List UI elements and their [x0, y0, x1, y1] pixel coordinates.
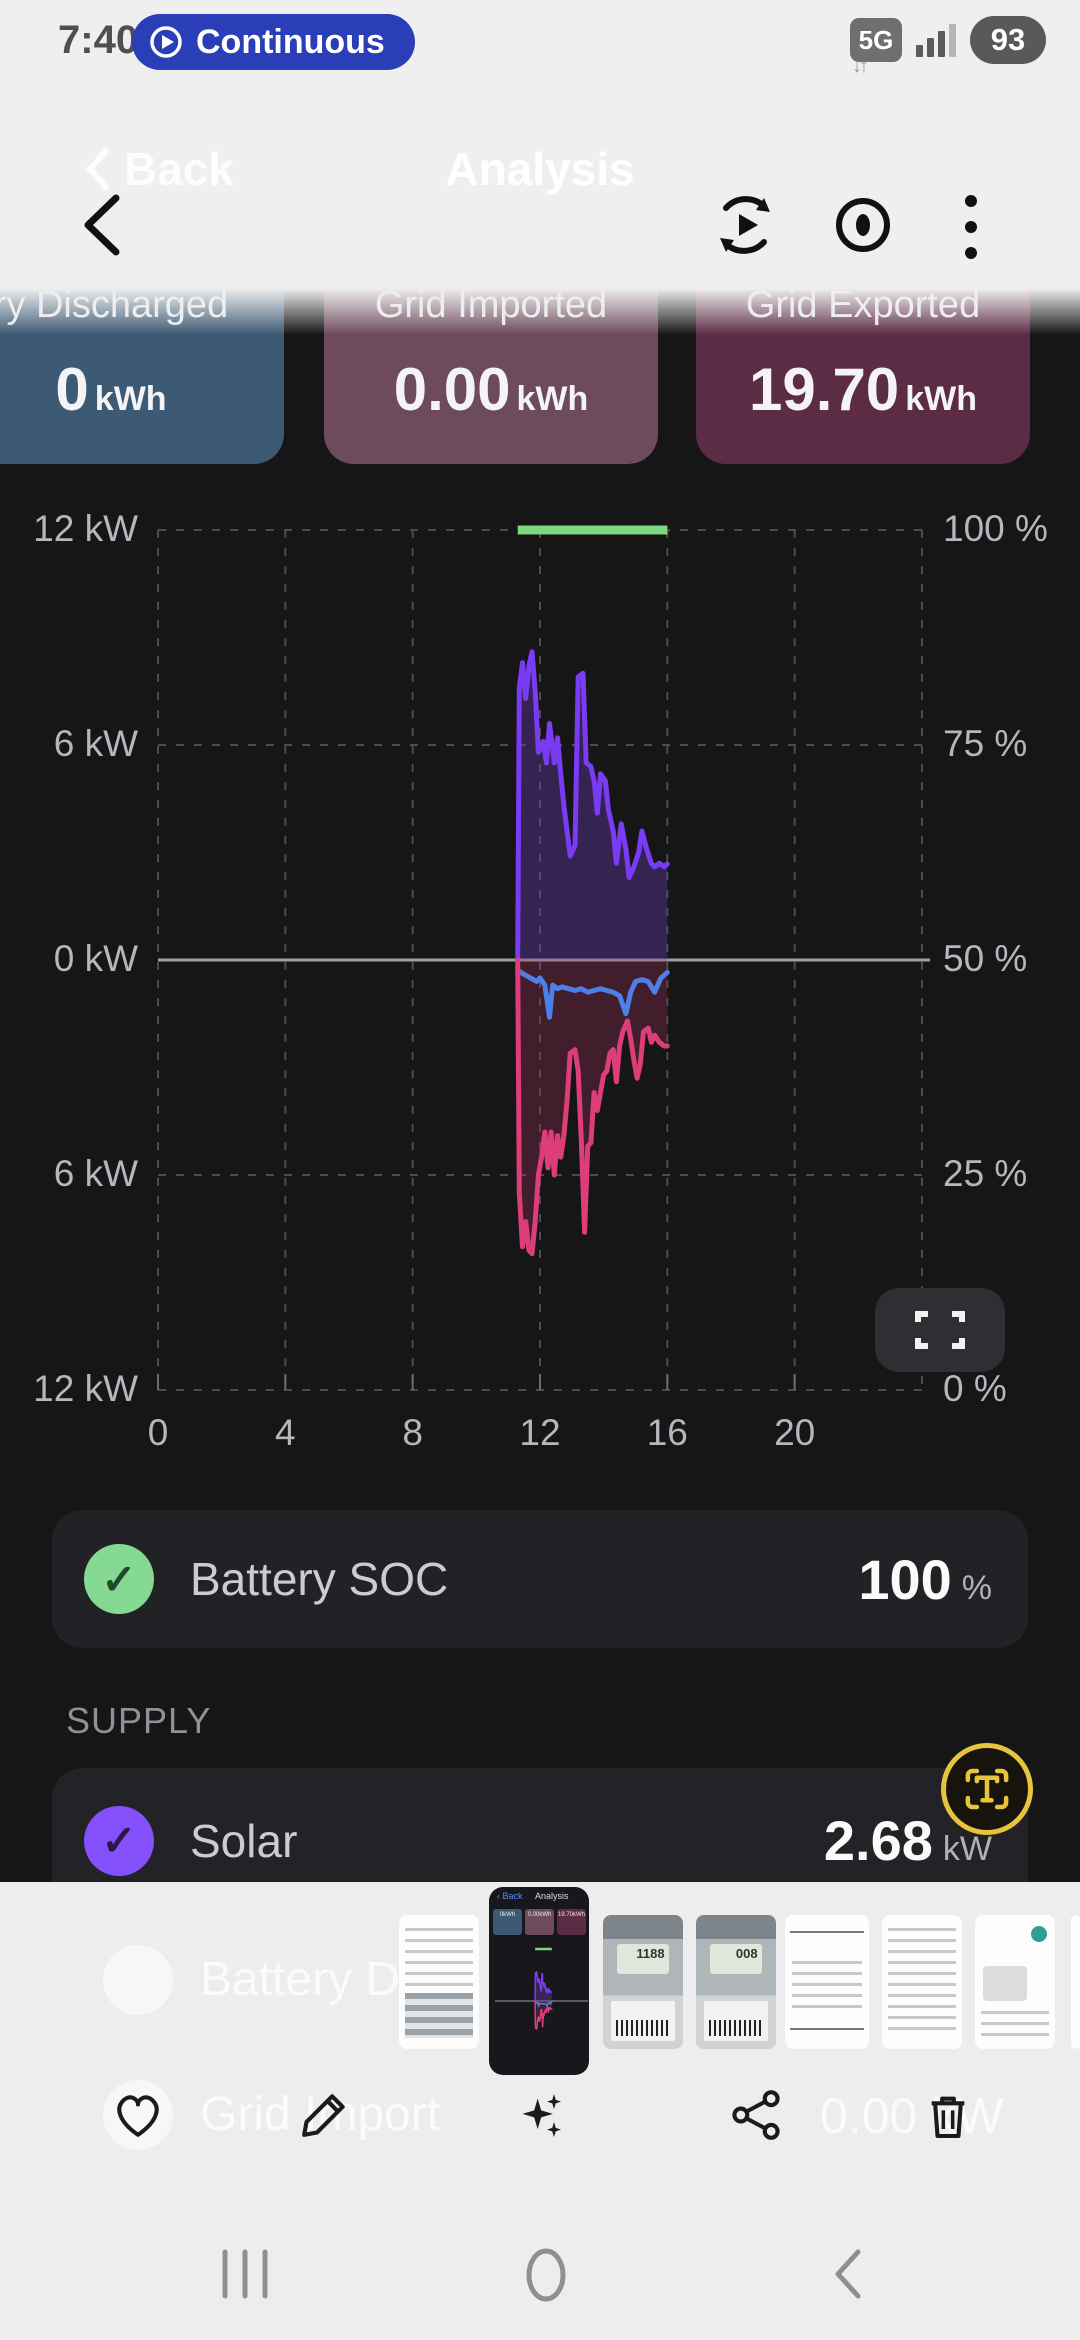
- card-value: 19.70: [749, 356, 900, 423]
- x-axis-tick: 12: [519, 1412, 561, 1453]
- x-axis-tick: 4: [275, 1412, 296, 1453]
- battery-soc-unit: %: [961, 1568, 992, 1607]
- card-unit: kWh: [94, 380, 167, 418]
- right-axis-tick: 100 %: [943, 508, 1048, 549]
- battery-soc-check-icon[interactable]: ✓: [84, 1544, 154, 1614]
- solar-value: 2.68: [823, 1809, 933, 1872]
- energy-chart[interactable]: [0, 490, 1080, 1405]
- right-axis-tick: 25 %: [943, 1153, 1028, 1194]
- solar-unit: kW: [942, 1830, 992, 1868]
- x-axis-tick: 0: [147, 1412, 169, 1453]
- back-nav-button[interactable]: [826, 2248, 870, 2300]
- battery-indicator: 93: [970, 16, 1046, 64]
- battery-soc-label: Battery SOC: [190, 1553, 449, 1605]
- home-button[interactable]: [516, 2246, 576, 2304]
- continuous-mode-label: Continuous: [196, 22, 385, 61]
- edit-pencil-icon[interactable]: [296, 2087, 352, 2143]
- card-value: 0.00: [393, 356, 511, 423]
- right-axis-tick: 75 %: [943, 723, 1028, 764]
- share-icon[interactable]: [728, 2087, 784, 2143]
- battery-soc-row[interactable]: ✓ Battery SOC 100%: [52, 1510, 1028, 1648]
- thumbnail-document[interactable]: [882, 1915, 962, 2049]
- ghost-check-circle: [103, 1945, 173, 2015]
- solar-label: Solar: [190, 1814, 298, 1867]
- left-axis-tick: 12 kW: [33, 508, 138, 549]
- recents-button[interactable]: [215, 2248, 275, 2300]
- card-unit: kWh: [905, 380, 977, 418]
- left-axis-tick: 6 kW: [53, 723, 138, 764]
- right-axis-tick: 0 %: [943, 1368, 1007, 1409]
- ai-remaster-sparkles-icon[interactable]: [512, 2087, 568, 2143]
- x-axis-tick: 20: [774, 1412, 816, 1453]
- thumbnail-meter-photo[interactable]: 1188: [603, 1915, 683, 2049]
- thumbnail-document[interactable]: [785, 1915, 869, 2049]
- motion-photo-icon[interactable]: [712, 192, 778, 258]
- ghost-back-label: Back: [84, 142, 234, 196]
- play-circle-icon: [150, 26, 182, 58]
- mini-chart: [495, 1947, 589, 2030]
- back-arrow-icon[interactable]: [74, 192, 130, 258]
- thumbnail-meter-photo[interactable]: 008: [696, 1915, 776, 2049]
- card-unit: kWh: [516, 380, 589, 418]
- text-extract-badge[interactable]: [941, 1743, 1033, 1835]
- x-axis-tick: 16: [646, 1412, 688, 1453]
- eye-icon[interactable]: [832, 194, 894, 256]
- network-5g-icon: 5G ↓↑: [850, 18, 902, 77]
- thumbnail-selected-energy-app[interactable]: ‹ Back Analysis 0kWh 0.00kWh 19.70kWh: [489, 1887, 589, 2075]
- solar-check-icon[interactable]: ✓: [84, 1805, 154, 1876]
- supply-section-header: SUPPLY: [66, 1700, 212, 1741]
- ghost-battery-row-label: Battery Dis: [200, 1953, 435, 2006]
- right-axis-tick: 50 %: [943, 938, 1028, 979]
- delete-trash-icon[interactable]: [920, 2087, 976, 2143]
- left-axis-tick: 6 kW: [53, 1153, 138, 1194]
- signal-bars-icon: [916, 23, 956, 57]
- ghost-grid-row-value: 0.00 kW: [820, 2088, 1004, 2144]
- left-axis-tick: 12 kW: [33, 1368, 138, 1409]
- thumbnail-chat-screenshot[interactable]: [975, 1915, 1055, 2049]
- chart-fullscreen-button[interactable]: [875, 1288, 1005, 1372]
- ghost-back-chevron-icon: [85, 148, 109, 190]
- battery-soc-value: 100: [858, 1547, 952, 1611]
- ghost-page-title: Analysis: [445, 143, 635, 195]
- thumbnail-document[interactable]: [399, 1915, 479, 2049]
- x-axis-tick: 8: [402, 1412, 423, 1453]
- favorite-heart-icon[interactable]: [110, 2087, 166, 2143]
- status-icons: 5G ↓↑ 93: [850, 16, 1046, 77]
- ghost-check-circle: [103, 2080, 173, 2150]
- more-menu-icon[interactable]: [958, 192, 984, 262]
- status-time: 7:40: [58, 18, 139, 62]
- continuous-mode-pill[interactable]: Continuous: [132, 14, 415, 70]
- card-value: 0: [55, 356, 89, 423]
- text-scan-icon: [965, 1768, 1009, 1810]
- left-axis-tick: 0 kW: [53, 938, 138, 979]
- thumbnail-partial[interactable]: [1071, 1915, 1080, 2049]
- fullscreen-icon: [915, 1311, 965, 1349]
